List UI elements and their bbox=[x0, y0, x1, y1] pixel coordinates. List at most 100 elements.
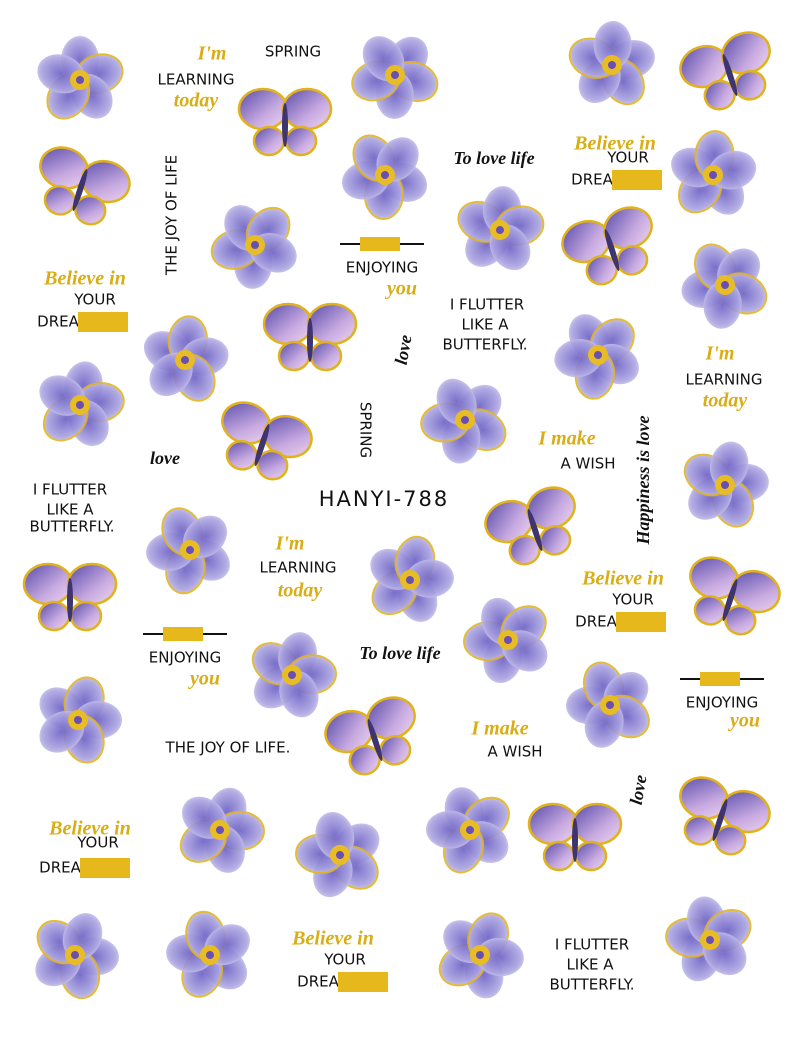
butterfly bbox=[484, 486, 576, 566]
petal bbox=[703, 280, 742, 329]
sticker-text: Believe in bbox=[291, 928, 374, 950]
flower-center-dot bbox=[466, 826, 474, 834]
sticker-text: you bbox=[385, 278, 417, 300]
butterfly bbox=[324, 696, 416, 776]
flower bbox=[426, 787, 510, 874]
wing bbox=[237, 87, 289, 131]
flower-center-dot bbox=[721, 481, 729, 489]
body bbox=[572, 818, 578, 862]
flower-center-dot bbox=[594, 351, 602, 359]
sticker-text: I FLUTTER bbox=[33, 481, 107, 499]
flower bbox=[370, 535, 454, 622]
sticker-text: LEARNING bbox=[685, 371, 762, 389]
sticker-text: ENJOYING bbox=[149, 649, 222, 667]
body bbox=[67, 578, 73, 622]
sticker-text: A WISH bbox=[487, 743, 542, 761]
flower-center-dot bbox=[608, 61, 616, 69]
flower bbox=[37, 36, 124, 120]
butterfly bbox=[237, 87, 333, 157]
sticker-text: SPRING bbox=[357, 402, 375, 458]
gold-bar bbox=[616, 612, 666, 632]
flower bbox=[295, 811, 380, 898]
flower-center-dot bbox=[76, 76, 84, 84]
wing bbox=[22, 562, 74, 606]
butterfly bbox=[679, 31, 771, 111]
flower bbox=[420, 378, 507, 464]
gold-bar bbox=[338, 972, 388, 992]
flower-center-dot bbox=[461, 416, 469, 424]
sticker-text: today bbox=[278, 580, 323, 602]
sticker-text: DREA bbox=[297, 973, 339, 991]
gold-bar bbox=[612, 170, 662, 190]
flower bbox=[179, 787, 265, 873]
flower-center-dot bbox=[721, 281, 729, 289]
gold-bar bbox=[700, 672, 740, 686]
butterfly bbox=[527, 802, 623, 872]
sticker-text: LEARNING bbox=[157, 71, 234, 89]
wing bbox=[69, 600, 103, 632]
wing bbox=[542, 840, 576, 872]
sticker-text: BUTTERFLY. bbox=[442, 336, 527, 354]
body bbox=[307, 318, 313, 362]
butterfly bbox=[561, 206, 653, 286]
flower bbox=[143, 315, 229, 402]
sticker-text: love bbox=[150, 448, 180, 468]
body bbox=[527, 509, 543, 551]
sticker-text: Believe in bbox=[43, 268, 126, 290]
flower-center-dot bbox=[206, 951, 214, 959]
wing bbox=[574, 840, 608, 872]
wing bbox=[571, 802, 623, 846]
flower-center-dot bbox=[74, 716, 82, 724]
wing bbox=[252, 125, 286, 157]
sticker-text: you bbox=[728, 710, 760, 732]
flower-center-dot bbox=[476, 951, 484, 959]
flower bbox=[681, 243, 768, 329]
flower-center-dot bbox=[186, 546, 194, 554]
butterfly bbox=[262, 302, 358, 372]
flower-center-dot bbox=[391, 71, 399, 79]
flower-center-dot bbox=[406, 576, 414, 584]
sticker-text: To love life bbox=[453, 148, 534, 168]
butterfly bbox=[221, 401, 313, 481]
wing bbox=[37, 600, 71, 632]
sticker-text: today bbox=[703, 390, 748, 412]
body bbox=[282, 103, 288, 147]
sticker-text: YOUR bbox=[73, 291, 116, 309]
sticker-text: I'm bbox=[275, 533, 305, 555]
sticker-text: LIKE A bbox=[46, 501, 94, 519]
sticker-text: I make bbox=[470, 718, 528, 740]
flower-center-dot bbox=[706, 936, 714, 944]
flower bbox=[39, 361, 125, 447]
flower bbox=[351, 36, 439, 119]
sticker-text: I FLUTTER bbox=[450, 296, 524, 314]
sticker-text: Happiness is love bbox=[633, 415, 653, 545]
flower bbox=[671, 130, 757, 215]
flower bbox=[665, 896, 752, 982]
flower bbox=[166, 910, 250, 998]
sticker-text: A WISH bbox=[560, 455, 615, 473]
wing bbox=[309, 340, 343, 372]
flower bbox=[566, 661, 650, 748]
sticker-text: you bbox=[188, 668, 220, 690]
sticker-text: THE JOY OF LIFE. bbox=[165, 739, 291, 757]
sticker-text: DREA bbox=[575, 613, 617, 631]
sticker-text: LEARNING bbox=[259, 559, 336, 577]
butterfly bbox=[679, 776, 771, 856]
sticker-text: YOUR bbox=[611, 591, 654, 609]
flower bbox=[251, 632, 337, 718]
wing bbox=[527, 802, 579, 846]
flower-center-dot bbox=[71, 951, 79, 959]
gold-bar bbox=[360, 237, 400, 251]
sticker-text: ENJOYING bbox=[686, 694, 759, 712]
gold-bar bbox=[78, 312, 128, 332]
body bbox=[722, 579, 738, 621]
sticker-text: YOUR bbox=[76, 834, 119, 852]
sticker-text: DREA bbox=[37, 313, 79, 331]
sticker-text: THE JOY OF LIFE bbox=[163, 155, 181, 276]
sticker-text: LIKE A bbox=[566, 956, 614, 974]
wing bbox=[306, 302, 358, 346]
wing bbox=[281, 87, 333, 131]
flower bbox=[457, 186, 545, 271]
sticker-text: ENJOYING bbox=[346, 259, 419, 277]
